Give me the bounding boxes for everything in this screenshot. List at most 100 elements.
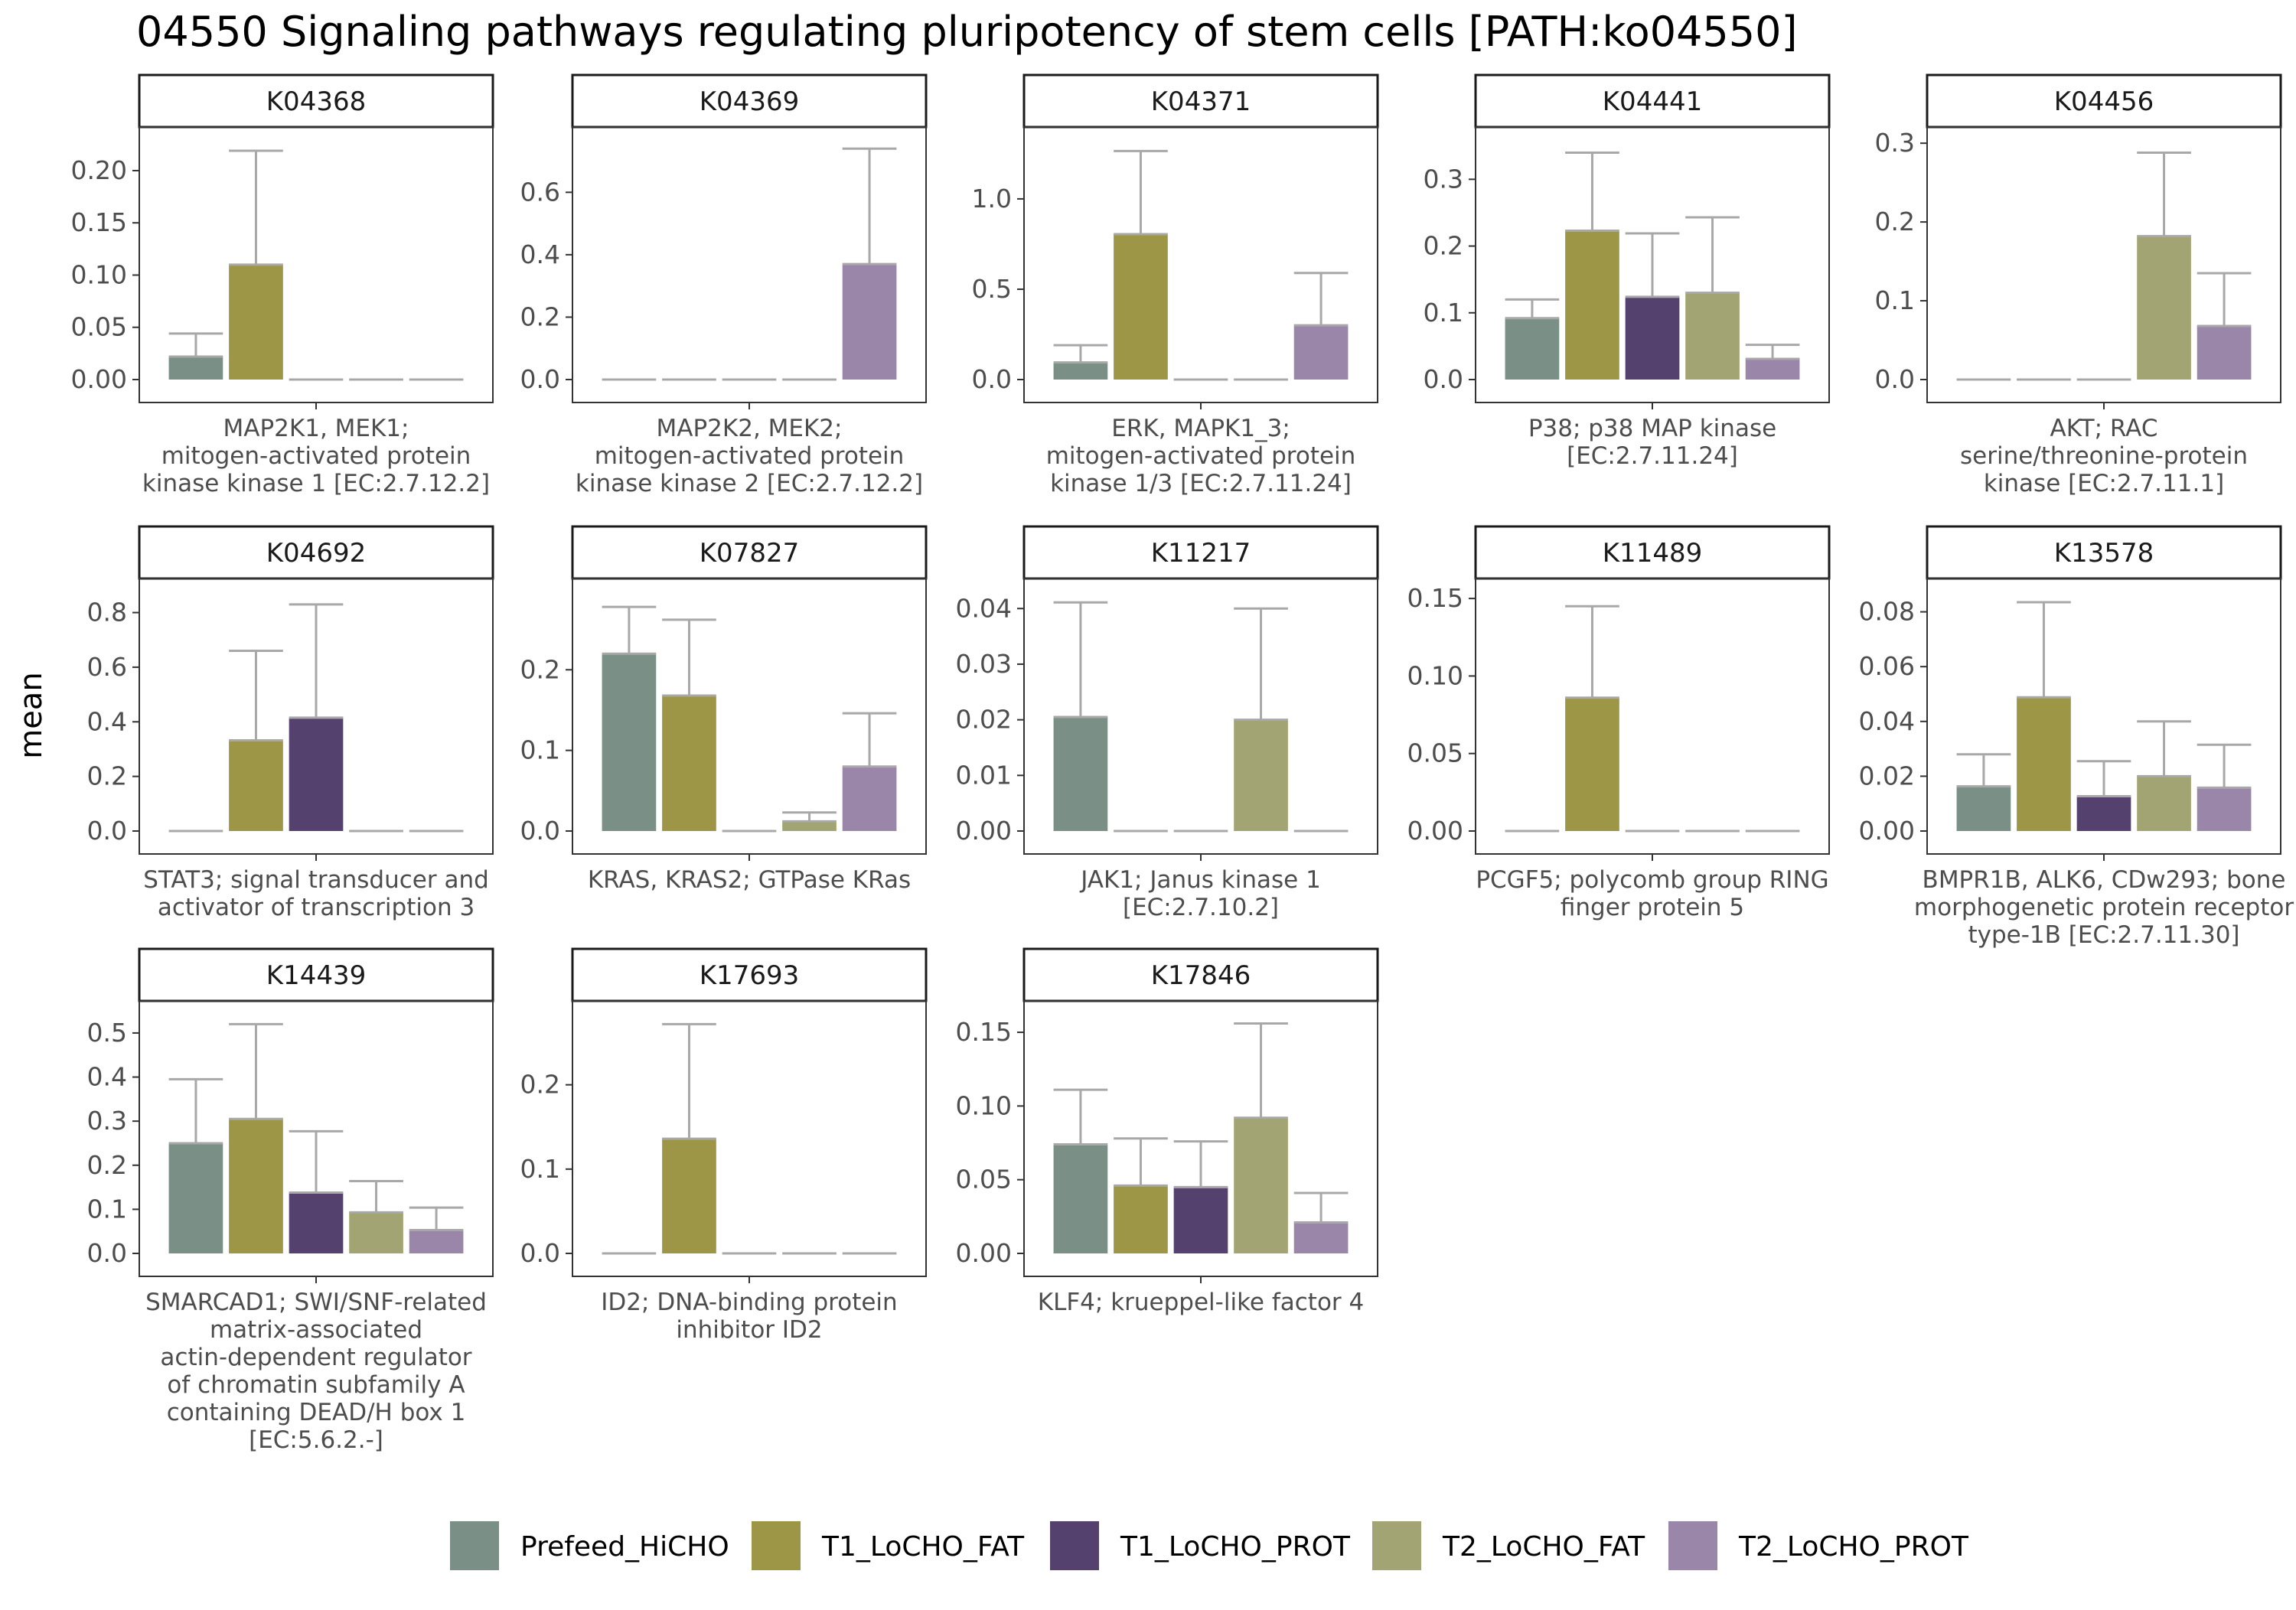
y-tick-label: 0.3 [87,1106,127,1136]
y-tick-label: 1.0 [972,184,1012,213]
facet-panel: K17846 0.00 0.05 0.10 0.15 KLF4; krueppel-lik… [956,947,1379,1316]
y-tick-label: 0.04 [956,593,1012,623]
y-tick-label: 0.00 [1407,816,1463,846]
y-tick-label: 0.0 [520,364,560,394]
y-tick-label: 0.8 [87,598,127,627]
y-axis-label: mean [14,672,49,758]
legend-swatch [1668,1521,1717,1570]
bar [168,1142,223,1253]
x-category-label: serine/threonine-protein [1960,442,2248,470]
facet-strip-label: K11217 [1151,538,1251,569]
x-category-label: matrix-associated [210,1316,422,1344]
x-category-label: [EC:5.6.2.-] [249,1426,383,1454]
legend-label: Prefeed_HiCHO [520,1531,729,1563]
y-tick-label: 0.0 [87,816,127,846]
facet-strip-label: K14439 [266,960,366,991]
facet-strip-label: K04441 [1603,86,1702,117]
facet-strip-label: K17693 [700,960,799,991]
y-tick-label: 0.0 [520,816,560,846]
x-category-label: kinase [EC:2.7.11.1] [1984,470,2224,497]
bar [289,717,344,831]
facet-strip [1022,525,1379,580]
legend: Prefeed_HiCHO T1_LoCHO_FAT T1_LoCHO_PROT T2… [450,1521,1969,1570]
facet-panel: K04441 0.0 0.1 0.2 0.3 P38; p38 MAP kinase[EC… [1424,73,1831,470]
y-tick-label: 0.05 [1407,738,1463,768]
facet-strip-label: K04368 [266,86,366,117]
x-category-label: ERK, MAPK1_3; [1111,415,1290,442]
x-category-label: KLF4; krueppel-like factor 4 [1038,1289,1365,1316]
x-category-label: SMARCAD1; SWI/SNF-related [145,1289,487,1316]
y-tick-label: 0.10 [1407,660,1463,690]
facet-panel: K04456 0.0 0.1 0.2 0.3 AKT; RACserine/threoni… [1875,73,2282,497]
y-tick-label: 0.2 [87,761,127,791]
facet-panel: K04369 0.0 0.2 0.4 0.6 MAP2K2, MEK2;mitogen-a… [520,73,928,497]
bar [1173,1187,1228,1253]
bar [1565,697,1619,831]
bar [1293,325,1349,380]
bar [2137,776,2191,831]
x-category-label: KRAS, KRAS2; GTPase KRas [588,866,911,894]
y-tick-label: 0.6 [87,652,127,682]
legend-item: T1_LoCHO_FAT [752,1521,1025,1570]
facet-panel: K13578 0.00 0.02 0.04 0.06 0.08 BMPR1B, ALK6, … [1859,525,2294,949]
y-tick-label: 0.0 [87,1238,127,1268]
x-category-label: MAP2K2, MEK2; [657,415,843,442]
bar [1685,292,1740,380]
y-tick-label: 0.2 [520,1070,560,1100]
bar [1114,1185,1168,1253]
y-tick-label: 0.6 [520,177,560,207]
y-tick-label: 0.2 [87,1150,127,1180]
legend-swatch [450,1521,499,1570]
x-category-label: of chromatin subfamily A [167,1371,465,1399]
x-category-label: STAT3; signal transducer and [143,866,489,894]
x-category-label: ID2; DNA-binding protein [601,1289,897,1316]
y-tick-label: 0.2 [1424,231,1463,261]
y-tick-label: 0.03 [956,649,1012,679]
facet-strip [1022,73,1379,129]
x-category-label: [EC:2.7.11.24] [1567,442,1738,470]
x-category-label: actin-dependent regulator [160,1344,471,1371]
y-tick-label: 0.02 [956,705,1012,735]
x-category-label: morphogenetic protein receptor [1914,894,2294,921]
x-category-label: mitogen-activated protein [595,442,905,470]
y-tick-label: 0.0 [972,364,1012,394]
facet-strip-label: K04369 [700,86,799,117]
facet-panel: K17693 0.0 0.1 0.2 ID2; DNA-binding proteini… [520,947,928,1344]
facet-strip-label: K04456 [2054,86,2154,117]
bar [1956,786,2011,831]
legend-swatch [1050,1521,1099,1570]
facet-strip-label: K04371 [1151,86,1251,117]
facet-panel: K07827 0.0 0.1 0.2 KRAS, KRAS2; GTPase KRas [520,525,928,894]
facet-panel: K11489 0.00 0.05 0.10 0.15 PCGF5; polycomb gr… [1407,525,1831,921]
facet-strip-label: K17846 [1151,960,1251,991]
bar [602,653,657,831]
y-tick-label: 0.05 [956,1165,1012,1194]
y-tick-label: 0.2 [1875,207,1915,236]
facet-strip-label: K13578 [2054,538,2154,569]
y-tick-label: 0.15 [956,1017,1012,1047]
x-category-label: BMPR1B, ALK6, CDw293; bone [1923,866,2286,894]
y-tick-label: 0.01 [956,760,1012,790]
bar [662,1139,716,1253]
x-category-label: JAK1; Janus kinase 1 [1079,866,1321,894]
facet-panel: K11217 0.00 0.01 0.02 0.03 0.04 JAK1; Janus ki… [956,525,1379,921]
y-tick-label: 0.4 [87,706,127,736]
facet-strip [1022,947,1379,1002]
y-tick-label: 0.3 [1875,128,1915,158]
legend-item: Prefeed_HiCHO [450,1521,729,1570]
bar [2017,697,2071,831]
bar [1234,719,1288,831]
bar [1293,1222,1349,1253]
y-tick-label: 0.00 [71,364,127,394]
facet-strip [1926,525,2282,580]
bar [1505,318,1560,380]
y-tick-label: 0.04 [1859,706,1915,736]
y-tick-label: 0.1 [87,1194,127,1224]
y-tick-label: 0.00 [956,1238,1012,1268]
y-tick-label: 0.02 [1859,761,1915,790]
y-tick-label: 0.10 [71,259,127,289]
legend-item: T2_LoCHO_PROT [1668,1521,1969,1570]
y-tick-label: 0.5 [972,274,1012,304]
